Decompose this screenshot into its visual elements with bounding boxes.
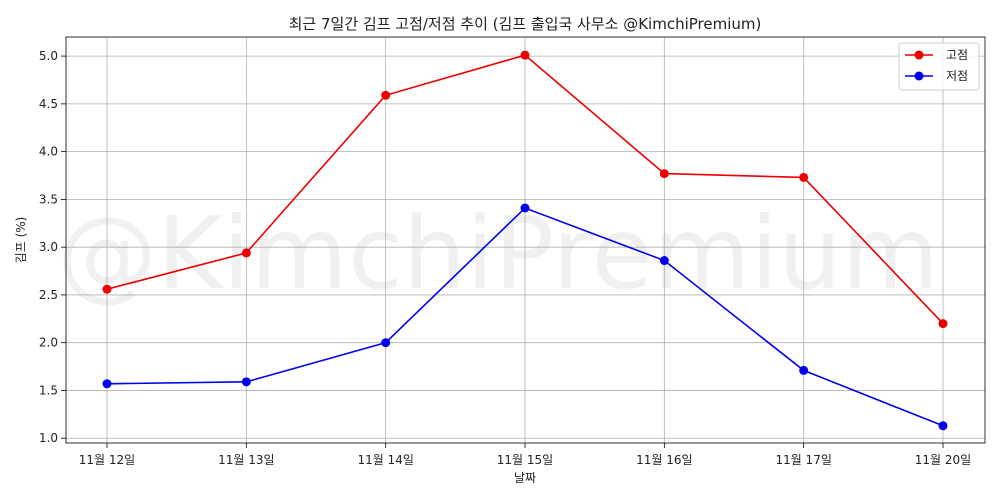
data-point-1 xyxy=(381,338,391,348)
y-axis-title: 김프 (%) xyxy=(14,217,28,264)
data-point-0 xyxy=(381,90,391,100)
data-point-1 xyxy=(799,365,809,375)
x-tick-label: 11월 14일 xyxy=(357,453,413,467)
data-point-1 xyxy=(241,377,251,387)
y-tick-label: 2.5 xyxy=(39,288,58,302)
data-point-0 xyxy=(102,284,112,294)
x-tick-label: 11월 20일 xyxy=(915,453,971,467)
plot-frame xyxy=(65,36,986,444)
y-tick-label: 3.0 xyxy=(39,240,58,254)
x-tick-label: 11월 17일 xyxy=(775,453,831,467)
x-axis-title: 날짜 xyxy=(514,471,536,485)
x-tick-label: 11월 12일 xyxy=(79,453,135,467)
data-point-0 xyxy=(241,248,251,258)
data-point-1 xyxy=(102,379,112,389)
y-tick-label: 4.5 xyxy=(39,97,58,111)
legend: 고점 저점 xyxy=(898,42,980,91)
y-tick-label: 5.0 xyxy=(39,49,58,63)
grid-lines xyxy=(66,37,985,443)
legend-marker-high xyxy=(914,50,924,60)
data-point-0 xyxy=(659,169,669,179)
axes: 11월 12일 11월 13일 11월 14일 11월 15일 11월 16일 11월 1… xyxy=(39,49,971,467)
x-tick-label: 11월 13일 xyxy=(218,453,274,467)
y-tick-label: 4.0 xyxy=(39,145,58,159)
data-point-0 xyxy=(799,172,809,182)
y-tick-label: 3.5 xyxy=(39,192,58,206)
data-point-1 xyxy=(659,256,669,266)
legend-label-high: 고점 xyxy=(946,48,968,62)
data-point-1 xyxy=(520,203,530,213)
data-point-1 xyxy=(938,421,948,431)
x-tick-label: 11월 15일 xyxy=(497,453,553,467)
y-tick-label: 1.0 xyxy=(39,431,58,445)
data-point-0 xyxy=(520,50,530,60)
data-point-0 xyxy=(938,319,948,329)
legend-marker-low xyxy=(914,71,924,81)
series-lines xyxy=(102,50,948,431)
chart-title: 최근 7일간 김프 고점/저점 추이 (김프 출입국 사무소 @KimchiPr… xyxy=(289,15,762,33)
watermark-text: @KimchiPremium xyxy=(57,195,939,312)
y-tick-label: 1.5 xyxy=(39,383,58,397)
y-tick-label: 2.0 xyxy=(39,336,58,350)
x-tick-label: 11월 16일 xyxy=(636,453,692,467)
legend-label-low: 저점 xyxy=(946,69,968,83)
